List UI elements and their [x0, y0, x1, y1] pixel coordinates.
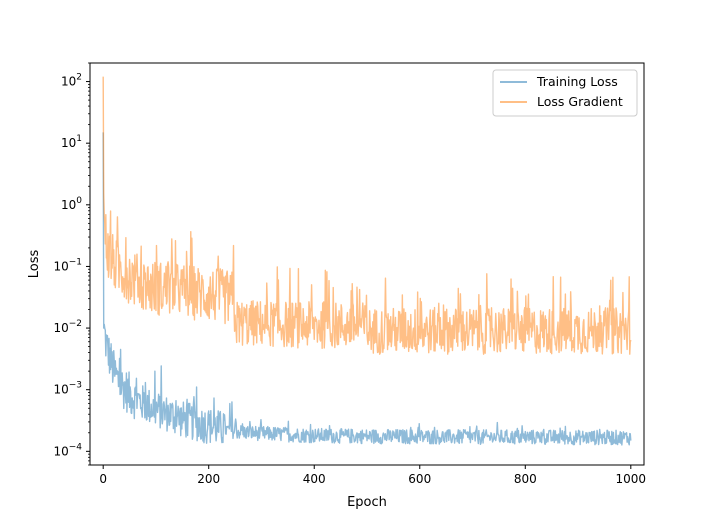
y-tick-label: 10−2 [53, 319, 82, 335]
y-axis-label: Loss [27, 250, 42, 279]
x-axis: 0 200 400 600 800 1000 [99, 465, 646, 486]
plot-frame [89, 62, 645, 466]
x-tick-label: 0 [99, 472, 107, 486]
x-tick-label: 600 [408, 472, 431, 486]
y-tick-label: 10−3 [53, 381, 82, 397]
legend: Training Loss Loss Gradient [492, 69, 638, 117]
y-tick-label: 10−4 [53, 442, 82, 458]
x-tick-label: 200 [197, 472, 220, 486]
x-tick-label: 800 [514, 472, 537, 486]
y-tick-label: 10−1 [53, 257, 82, 273]
y-tick-label: 100 [61, 196, 82, 212]
x-tick-label: 400 [303, 472, 326, 486]
series-line-training-loss [102, 132, 632, 446]
series-line-loss-gradient [102, 76, 632, 355]
y-tick-label: 101 [61, 134, 82, 150]
legend-label-loss-gradient: Loss Gradient [537, 94, 623, 109]
y-tick-label: 102 [61, 73, 82, 89]
x-tick-label: 1000 [616, 472, 647, 486]
y-axis: 10−4 10−3 10−2 10−1 100 101 102 [53, 62, 90, 466]
legend-frame [492, 69, 638, 117]
x-axis-label: Epoch [347, 495, 387, 510]
legend-label-training-loss: Training Loss [536, 74, 618, 89]
series-layer [102, 76, 632, 446]
